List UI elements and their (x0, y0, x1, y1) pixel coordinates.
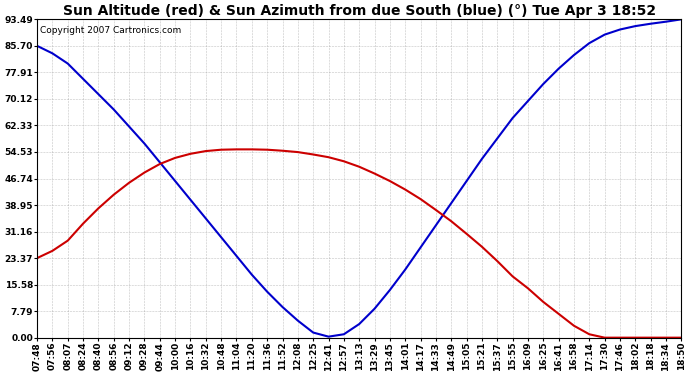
Title: Sun Altitude (red) & Sun Azimuth from due South (blue) (°) Tue Apr 3 18:52: Sun Altitude (red) & Sun Azimuth from du… (63, 4, 656, 18)
Text: Copyright 2007 Cartronics.com: Copyright 2007 Cartronics.com (40, 26, 181, 35)
